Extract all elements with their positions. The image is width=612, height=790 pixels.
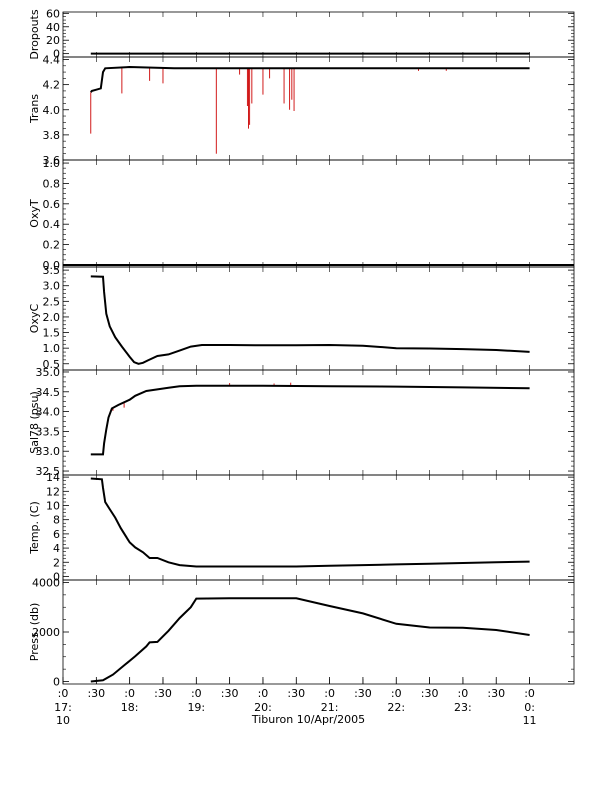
ytick-label-dropouts: 20	[46, 34, 60, 47]
xtick-label-min: :30	[421, 687, 439, 700]
xtick-label-min: :0	[58, 687, 69, 700]
ytick-label-oxyc: 1.5	[43, 327, 61, 340]
ytick-label-oxyc: 2.0	[43, 311, 61, 324]
series-line-temp	[90, 477, 530, 568]
ylabel-oxyt: OxyT	[28, 199, 41, 228]
ytick-label-sal78: 35.0	[36, 366, 61, 379]
ytick-label-oxyt: 0.0	[43, 259, 61, 272]
panel-frame-trans	[62, 56, 575, 161]
xtick-label-min: :0	[524, 687, 535, 700]
panel-frame-dropouts	[62, 11, 575, 58]
xtick-label-min: :30	[487, 687, 505, 700]
ytick-label-temp: 6	[53, 528, 60, 541]
xtick-label-hour: 22:	[387, 701, 405, 714]
xtick-label-day: 11	[523, 714, 537, 727]
ytick-label-temp: 4	[53, 542, 60, 555]
ytick-label-temp: 12	[46, 485, 60, 498]
ytick-label-trans: 4.4	[43, 54, 61, 67]
ytick-label-trans: 3.8	[43, 129, 61, 142]
panel-frame-oxyc	[62, 266, 575, 371]
ytick-label-press: 2000	[32, 626, 60, 639]
ytick-label-dropouts: 40	[46, 21, 60, 34]
xtick-label-min: :30	[354, 687, 372, 700]
ytick-label-temp: 14	[46, 471, 60, 484]
ylabel-oxyc: OxyC	[28, 304, 41, 334]
ylabel-temp: Temp. (C)	[28, 501, 41, 555]
xtick-label-day: 10	[56, 714, 70, 727]
ytick-label-trans: 4.2	[43, 79, 61, 92]
ytick-label-oxyc: 3.0	[43, 280, 61, 293]
ytick-label-sal78: 34.5	[36, 386, 61, 399]
ytick-label-temp: 10	[46, 500, 60, 513]
ytick-label-press: 4000	[32, 576, 60, 589]
ylabel-dropouts: Dropouts	[28, 9, 41, 59]
ytick-label-oxyt: 0.6	[43, 198, 61, 211]
series-line-sal78	[90, 384, 530, 456]
ytick-label-dropouts: 60	[46, 7, 60, 20]
xtick-label-hour: 23:	[454, 701, 472, 714]
x-axis-label: Tiburon 10/Apr/2005	[251, 713, 365, 726]
ytick-label-sal78: 33.0	[36, 445, 61, 458]
xtick-label-hour: 17:	[54, 701, 72, 714]
xtick-label-min: :30	[221, 687, 239, 700]
series-line-oxyc	[90, 275, 530, 365]
ytick-label-press: 0	[53, 676, 60, 689]
panel-frame-press	[62, 579, 575, 685]
ytick-label-sal78: 32.5	[36, 465, 61, 478]
ytick-label-dropouts: 0	[53, 48, 60, 61]
ytick-label-trans: 3.6	[43, 154, 61, 167]
panel-frame-temp	[62, 474, 575, 581]
ytick-label-oxyc: 3.5	[43, 264, 61, 277]
xtick-label-min: :0	[258, 687, 269, 700]
ytick-label-oxyt: 0.8	[43, 177, 61, 190]
xtick-label-min: :30	[287, 687, 305, 700]
ytick-label-temp: 2	[53, 556, 60, 569]
ytick-label-sal78: 33.5	[36, 425, 61, 438]
ylabel-press: Press. (db)	[28, 603, 41, 662]
xtick-label-min: :0	[124, 687, 135, 700]
xtick-label-min: :0	[191, 687, 202, 700]
xtick-label-hour: 19:	[187, 701, 205, 714]
ytick-label-oxyc: 1.0	[43, 342, 61, 355]
series-line-press	[90, 597, 530, 683]
xtick-label-hour: 20:	[254, 701, 272, 714]
xtick-label-min: :0	[324, 687, 335, 700]
xtick-label-min: :30	[87, 687, 105, 700]
ytick-label-oxyt: 1.0	[43, 157, 61, 170]
series-line-trans	[90, 65, 530, 93]
xtick-label-min: :30	[154, 687, 172, 700]
ylabel-sal78: Sal78 (psu)	[28, 391, 41, 454]
ytick-label-oxyt: 0.2	[43, 239, 61, 252]
xtick-label-hour: 21:	[321, 701, 339, 714]
ytick-label-trans: 4.0	[43, 104, 61, 117]
ytick-label-temp: 8	[53, 514, 60, 527]
ytick-label-oxyt: 0.4	[43, 218, 61, 231]
ytick-label-sal78: 34.0	[36, 406, 61, 419]
xtick-label-hour: 18:	[121, 701, 139, 714]
ytick-label-oxyc: 2.5	[43, 295, 61, 308]
ytick-label-temp: 0	[53, 570, 60, 583]
xtick-label-hour: 0:	[524, 701, 535, 714]
ylabel-trans: Trans	[28, 94, 41, 124]
ytick-label-oxyc: 0.5	[43, 358, 61, 371]
panel-frame-oxyt	[62, 159, 575, 268]
xtick-label-min: :0	[391, 687, 402, 700]
xtick-label-min: :0	[458, 687, 469, 700]
